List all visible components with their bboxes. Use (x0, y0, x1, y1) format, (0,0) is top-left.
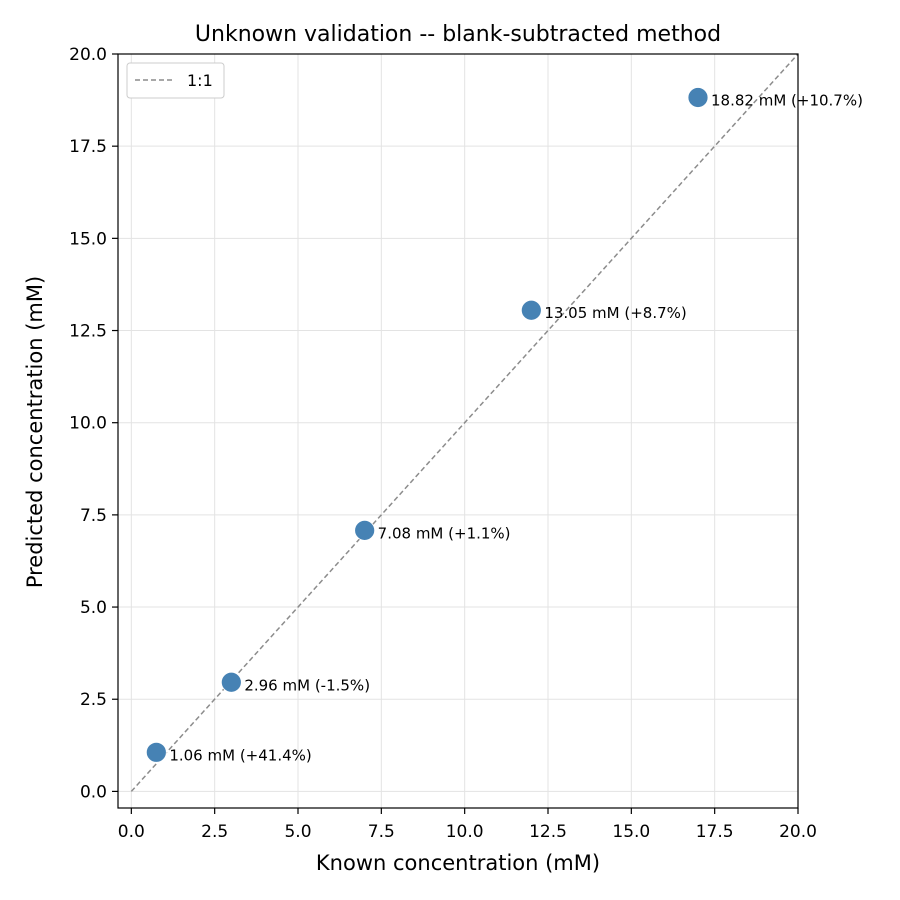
x-tick-label: 7.5 (368, 822, 395, 842)
x-tick-label: 0.0 (118, 822, 145, 842)
data-labels: 1.06 mM (+41.4%) 2.96 mM (-1.5%) 7.08 mM (… (169, 92, 863, 765)
y-tick-label: 0.0 (80, 782, 107, 802)
reference-line-1-to-1 (130, 53, 799, 792)
x-axis-ticks: 0.0 2.5 5.0 7.5 10.0 12.5 15.0 17.5 20.0 (118, 808, 817, 842)
data-point-label: 7.08 mM (+1.1%) (378, 524, 511, 542)
x-tick-label: 2.5 (201, 822, 228, 842)
x-tick-label: 12.5 (529, 822, 567, 842)
data-point (687, 87, 709, 108)
data-points (145, 87, 709, 763)
x-tick-label: 15.0 (612, 822, 650, 842)
data-point (354, 519, 376, 541)
y-tick-label: 10.0 (69, 414, 107, 434)
chart-title: Unknown validation -- blank-subtracted m… (195, 22, 721, 47)
data-point (520, 299, 542, 321)
data-point-label: 13.05 mM (+8.7%) (544, 304, 686, 322)
y-axis-ticks: 0.0 2.5 5.0 7.5 10.0 12.5 15.0 17.5 20.0 (69, 45, 118, 802)
y-tick-label: 5.0 (80, 598, 107, 618)
y-tick-label: 15.0 (69, 229, 107, 249)
y-tick-label: 7.5 (80, 506, 107, 526)
legend: 1:1 (126, 62, 225, 99)
x-tick-label: 20.0 (779, 822, 817, 842)
data-point (145, 741, 167, 763)
plot-frame (117, 53, 799, 809)
legend-box (126, 62, 225, 99)
x-axis-label: Known concentration (mM) (316, 851, 600, 875)
x-tick-label: 10.0 (446, 822, 484, 842)
legend-label: 1:1 (187, 71, 213, 90)
data-point-label: 2.96 mM (-1.5%) (244, 676, 370, 694)
x-tick-label: 5.0 (284, 822, 311, 842)
y-tick-label: 12.5 (69, 322, 107, 342)
y-tick-label: 17.5 (69, 137, 107, 157)
y-tick-label: 2.5 (80, 690, 107, 710)
y-axis-label: Predicted concentration (mM) (23, 276, 47, 588)
reference-line-layer (130, 53, 799, 792)
data-point (220, 671, 242, 693)
x-tick-label: 17.5 (696, 822, 734, 842)
y-tick-label: 20.0 (69, 45, 107, 65)
data-point-label: 18.82 mM (+10.7%) (711, 92, 863, 110)
data-point-label: 1.06 mM (+41.4%) (169, 746, 311, 764)
